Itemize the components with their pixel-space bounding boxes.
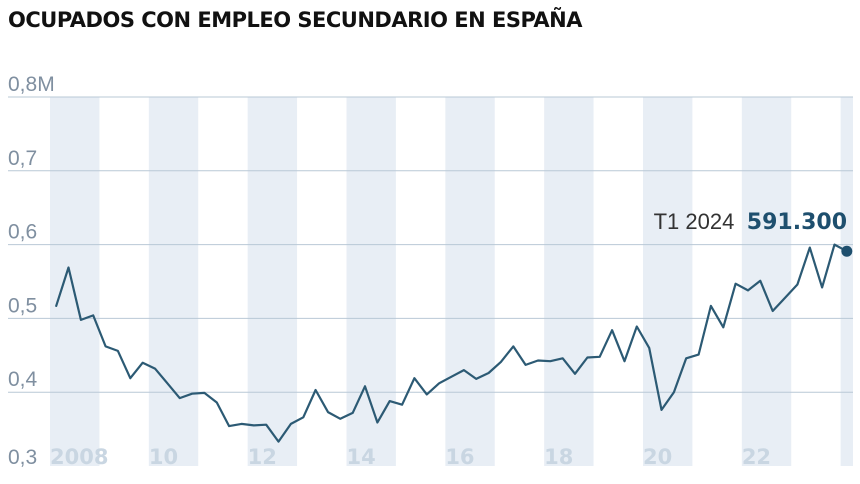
series-line <box>55 243 848 443</box>
x-tick-label: 18 <box>544 445 573 469</box>
y-tick-label: 0,6 <box>8 221 37 244</box>
last-data-point <box>841 245 853 257</box>
x-tick-label: 10 <box>149 445 178 469</box>
y-tick-label: 0,8M <box>8 73 55 96</box>
year-bands <box>50 97 853 466</box>
year-band-2008 <box>50 97 100 466</box>
year-band-2010 <box>148 97 199 466</box>
y-tick-label: 0,3 <box>8 446 37 469</box>
chart-title: OCUPADOS CON EMPLEO SECUNDARIO EN ESPAÑA <box>8 8 583 32</box>
year-band-2016 <box>445 97 495 466</box>
x-tick-label: 14 <box>346 445 375 469</box>
gridlines <box>8 96 853 393</box>
x-tick-label: 12 <box>248 445 277 469</box>
y-tick-label: 0,4 <box>8 368 38 391</box>
annotation-value: 591.300 <box>747 210 847 235</box>
year-band-2012 <box>247 97 298 466</box>
year-band-2018 <box>544 97 594 466</box>
x-tick-label: 16 <box>445 445 474 469</box>
year-band-2024 <box>840 97 853 466</box>
y-axis-ticks: 0,8M 0,7 0,6 0,5 0,4 0,3 <box>8 73 55 469</box>
x-tick-label: 22 <box>742 445 771 469</box>
y-tick-label: 0,5 <box>8 294 37 317</box>
x-tick-label: 2008 <box>50 445 108 469</box>
year-band-2022 <box>741 97 792 466</box>
x-tick-label: 20 <box>643 445 672 469</box>
y-tick-label: 0,7 <box>8 147 37 170</box>
annotation-period: T1 2024 <box>654 209 735 234</box>
year-band-2020 <box>642 97 693 466</box>
x-axis-ticks: 2008 10 12 14 16 18 20 22 <box>50 445 771 469</box>
last-value-annotation: T1 2024 591.300 <box>654 209 847 235</box>
